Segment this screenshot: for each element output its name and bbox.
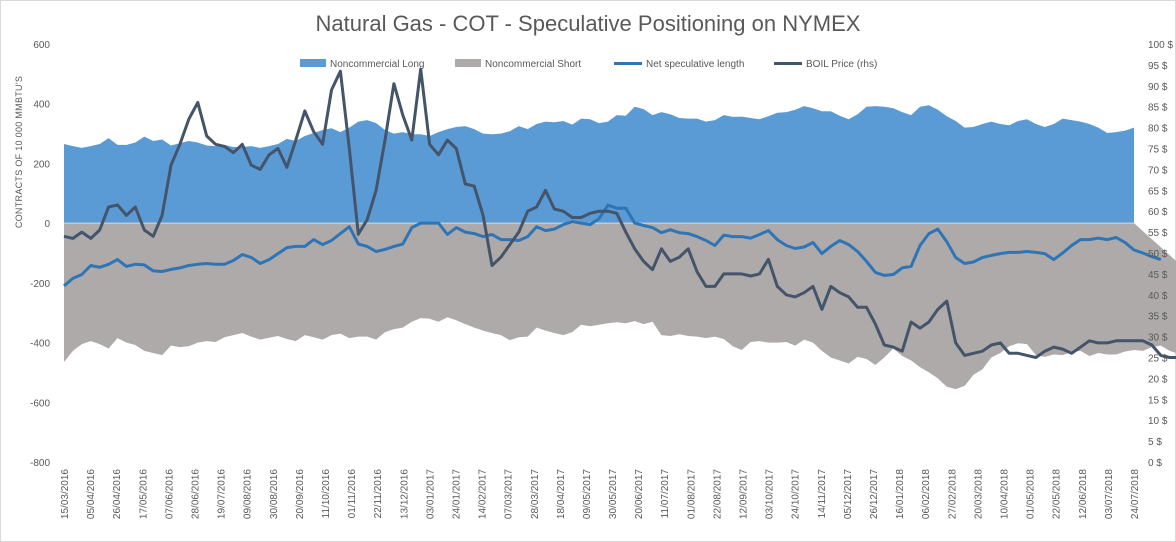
x-tick-label: 19/07/2016 <box>217 469 228 519</box>
x-tick-label: 20/03/2018 <box>973 469 984 519</box>
x-tick-label: 01/11/2016 <box>347 469 358 519</box>
x-tick-label: 03/01/2017 <box>425 469 436 519</box>
y2-tick-label: 85 $ <box>1148 103 1168 114</box>
x-tick-label: 27/02/2018 <box>947 469 958 519</box>
y2-tick-label: 40 $ <box>1148 291 1168 302</box>
series-area-noncommercial-short <box>64 223 1176 390</box>
y2-tick-label: 100 $ <box>1148 40 1173 51</box>
x-tick-label: 01/05/2018 <box>1026 469 1037 519</box>
x-tick-label: 03/07/2018 <box>1104 469 1115 519</box>
x-tick-label: 26/04/2016 <box>112 469 123 519</box>
y2-tick-label: 70 $ <box>1148 165 1168 176</box>
legend: Noncommercial Long Noncommercial Short Net… <box>300 59 877 70</box>
y2-tick-label: 20 $ <box>1148 374 1168 385</box>
legend-swatch-noncommercial-short <box>455 59 481 67</box>
y2-tick-label: 60 $ <box>1148 207 1168 218</box>
x-tick-label: 15/03/2016 <box>60 469 71 519</box>
y-axis-label: CONTRACTS OF 10 000 MMBTU'S <box>14 76 24 228</box>
x-tick-label: 09/08/2016 <box>243 469 254 519</box>
x-tick-label: 28/03/2017 <box>530 469 541 519</box>
x-tick-label: 26/12/2017 <box>869 469 880 519</box>
y-tick-label: 200 <box>33 159 50 170</box>
x-tick-label: 24/07/2018 <box>1130 469 1141 519</box>
x-tick-label: 11/10/2016 <box>321 469 332 519</box>
legend-swatch-noncommercial-long <box>300 59 326 67</box>
legend-label-noncommercial-short: Noncommercial Short <box>485 59 581 70</box>
y2-tick-label: 75 $ <box>1148 145 1168 156</box>
x-tick-label: 03/10/2017 <box>765 469 776 519</box>
y2-tick-label: 25 $ <box>1148 354 1168 365</box>
y2-tick-label: 10 $ <box>1148 416 1168 427</box>
x-tick-label: 07/03/2017 <box>504 469 515 519</box>
legend-label-net-speculative-length: Net speculative length <box>646 59 744 70</box>
x-tick-label: 12/09/2017 <box>739 469 750 519</box>
y2-tick-label: 35 $ <box>1148 312 1168 323</box>
x-tick-label: 22/08/2017 <box>712 469 723 519</box>
x-tick-label: 05/12/2017 <box>843 469 854 519</box>
y-tick-label: 400 <box>33 100 50 111</box>
x-tick-label: 18/04/2017 <box>556 469 567 519</box>
y2-tick-label: 80 $ <box>1148 124 1168 135</box>
y2-tick-label: 0 $ <box>1148 458 1162 469</box>
y2-tick-label: 90 $ <box>1148 82 1168 93</box>
legend-label-noncommercial-long: Noncommercial Long <box>330 59 425 70</box>
y2-tick-label: 50 $ <box>1148 249 1168 260</box>
x-axis: 15/03/2016 05/04/2016 26/04/2016 17/05/2016… <box>60 469 1141 519</box>
x-tick-label: 06/02/2018 <box>921 469 932 519</box>
x-tick-label: 13/12/2016 <box>399 469 410 519</box>
y-axis-left: 600 400 200 0 -200 -400 -600 -800 <box>30 40 50 469</box>
y2-tick-label: 95 $ <box>1148 61 1168 72</box>
x-tick-label: 28/06/2016 <box>191 469 202 519</box>
x-tick-label: 07/06/2016 <box>164 469 175 519</box>
x-tick-label: 01/08/2017 <box>686 469 697 519</box>
y2-tick-label: 15 $ <box>1148 395 1168 406</box>
y2-tick-label: 45 $ <box>1148 270 1168 281</box>
x-tick-label: 24/10/2017 <box>791 469 802 519</box>
y2-tick-label: 65 $ <box>1148 186 1168 197</box>
x-tick-label: 20/06/2017 <box>634 469 645 519</box>
chart-title: Natural Gas - COT - Speculative Position… <box>316 11 861 36</box>
x-tick-label: 20/09/2016 <box>295 469 306 519</box>
series-line-net-speculative-length <box>63 203 1162 287</box>
x-tick-label: 24/01/2017 <box>452 469 463 519</box>
x-tick-label: 05/04/2016 <box>86 469 97 519</box>
y-tick-label: -800 <box>30 458 50 469</box>
y-axis-right: 100 $ 95 $ 90 $ 85 $ 80 $ 75 $ 70 $ 65 $ 60 $ 55 … <box>1148 40 1173 469</box>
x-tick-label: 14/11/2017 <box>817 469 828 519</box>
x-tick-label: 16/01/2018 <box>895 469 906 519</box>
series-line-boil-price-rhs <box>63 67 1176 359</box>
x-tick-label: 17/05/2016 <box>138 469 149 519</box>
x-tick-label: 10/04/2018 <box>1000 469 1011 519</box>
x-tick-label: 22/11/2016 <box>373 469 384 519</box>
x-tick-label: 30/05/2017 <box>608 469 619 519</box>
x-tick-label: 30/08/2016 <box>269 469 280 519</box>
series-area-noncommercial-long <box>64 105 1134 224</box>
y2-tick-label: 30 $ <box>1148 333 1168 344</box>
x-tick-label: 12/06/2018 <box>1078 469 1089 519</box>
y-tick-label: 600 <box>33 40 50 51</box>
legend-swatch-boil-price-rhs <box>774 62 802 65</box>
y-tick-label: -600 <box>30 398 50 409</box>
y-tick-label: -400 <box>30 339 50 350</box>
y2-tick-label: 5 $ <box>1148 437 1162 448</box>
x-tick-label: 22/05/2018 <box>1052 469 1063 519</box>
legend-swatch-net-speculative-length <box>614 62 642 65</box>
y2-tick-label: 55 $ <box>1148 228 1168 239</box>
plot-area <box>63 67 1176 390</box>
x-tick-label: 14/02/2017 <box>478 469 489 519</box>
y-tick-label: 0 <box>44 219 50 230</box>
x-tick-label: 09/05/2017 <box>582 469 593 519</box>
x-tick-label: 11/07/2017 <box>660 469 671 519</box>
y-tick-label: -200 <box>30 279 50 290</box>
legend-label-boil-price-rhs: BOIL Price (rhs) <box>806 59 877 70</box>
